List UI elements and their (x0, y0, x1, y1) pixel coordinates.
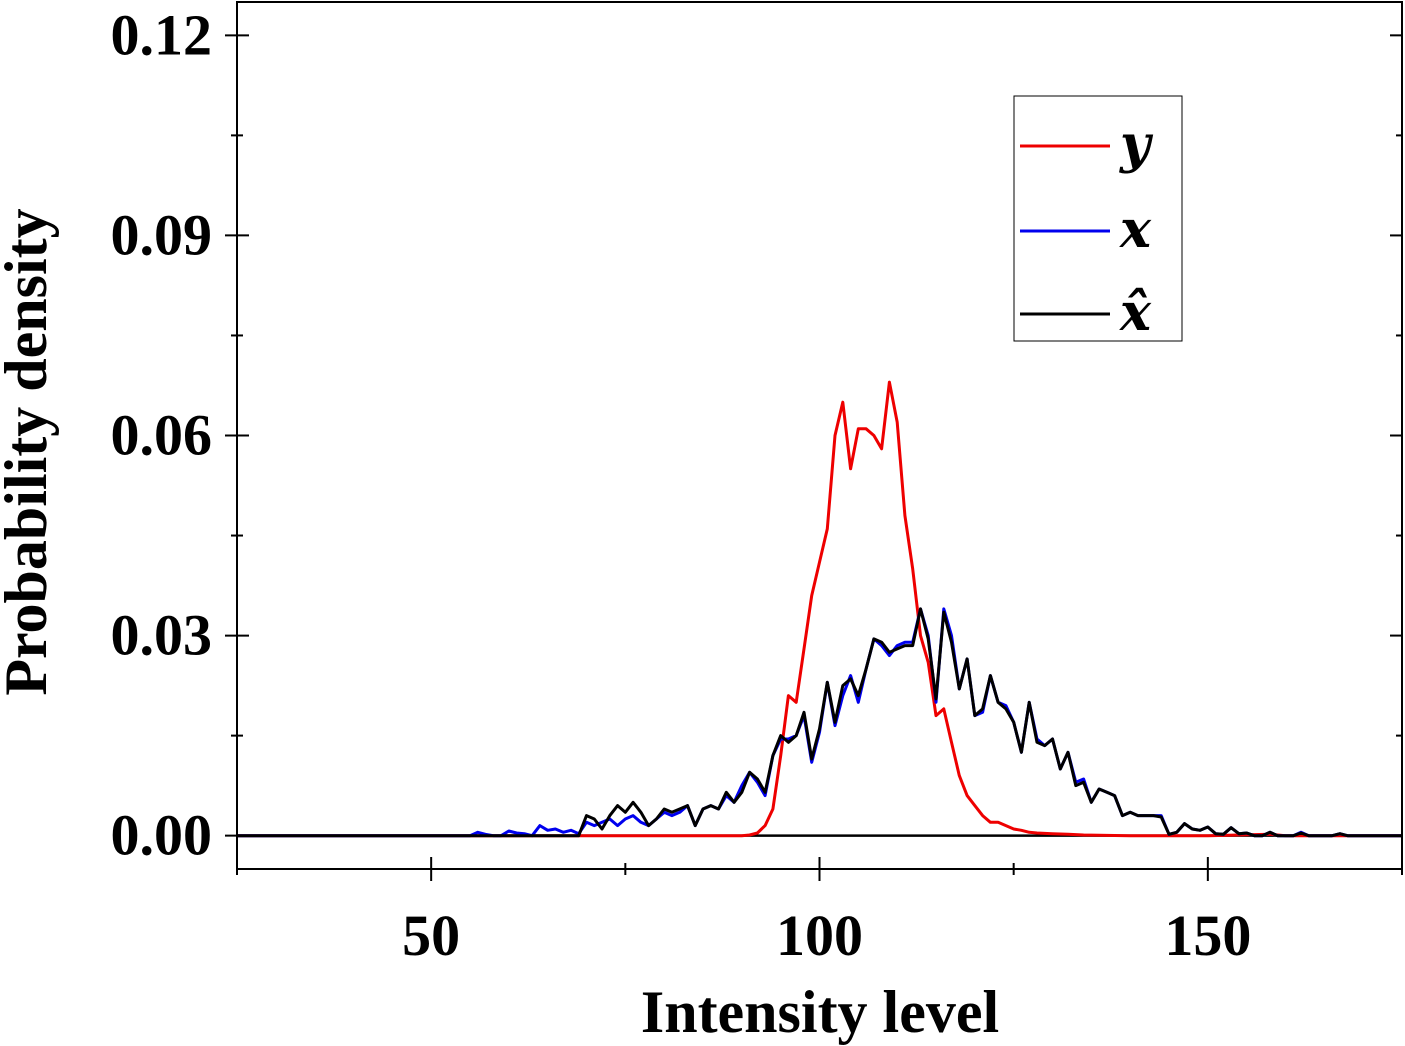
tick-labels-layer: 50 100 150 0.00 0.03 0.06 0.09 0.12 (111, 2, 1252, 968)
legend: y x x̂ (1013, 95, 1183, 343)
legend-label-x: x (1119, 199, 1152, 260)
x-axis-title: Intensity level (641, 979, 999, 1045)
x-tick-label: 100 (776, 903, 863, 968)
series-line-x-hat (237, 607, 1402, 838)
series-layer (237, 380, 1402, 838)
y-tick-label: 0.06 (111, 403, 213, 468)
y-tick-label: 0.12 (111, 2, 213, 67)
legend-box (1013, 95, 1183, 342)
legend-label-y: y (1119, 114, 1154, 175)
series-line-y (237, 380, 1402, 838)
y-tick-label: 0.00 (111, 803, 213, 868)
y-tick-label: 0.09 (111, 202, 213, 267)
legend-label-x-hat: x̂ (1119, 282, 1152, 343)
ticks-layer (225, 34, 1403, 881)
y-axis-title: Probability density (0, 208, 59, 695)
x-tick-label: 150 (1164, 903, 1251, 968)
x-tick-label: 50 (402, 903, 460, 968)
y-tick-label: 0.03 (111, 603, 213, 668)
